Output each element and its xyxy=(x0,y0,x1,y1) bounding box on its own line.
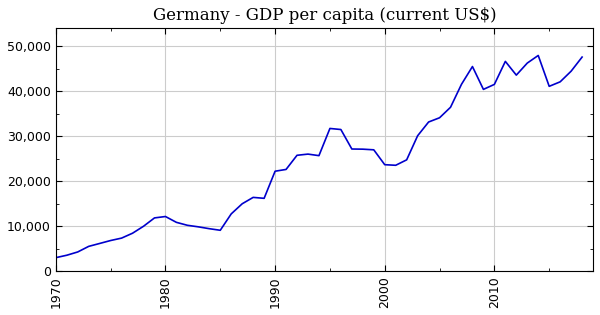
Title: Germany - GDP per capita (current US$): Germany - GDP per capita (current US$) xyxy=(152,7,496,24)
